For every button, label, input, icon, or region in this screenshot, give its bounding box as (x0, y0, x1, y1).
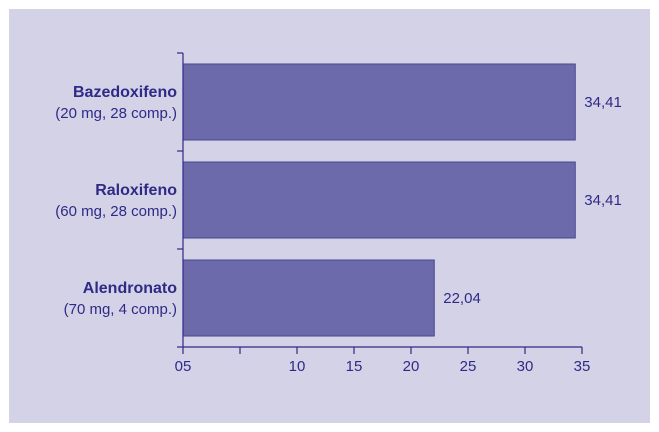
bar-bazedoxifeno (182, 63, 576, 141)
x-tick-label: 20 (403, 358, 420, 375)
chart-panel: 34,41 Bazedoxifeno (20 mg, 28 comp.) 34,41 R… (9, 9, 650, 423)
category-label: Raloxifeno (95, 182, 177, 199)
category-label: Alendronato (83, 280, 177, 297)
category-detail: (20 mg, 28 comp.) (55, 105, 177, 122)
value-label: 34,41 (584, 192, 622, 209)
bar-chart: 34,41 Bazedoxifeno (20 mg, 28 comp.) 34,41 R… (55, 52, 622, 375)
x-tick-label: 30 (517, 358, 534, 375)
x-tick-label: 15 (346, 358, 363, 375)
category-label: Bazedoxifeno (73, 84, 177, 101)
bar-alendronato (182, 259, 435, 337)
x-tick-label: 05 (175, 358, 192, 375)
labels-layer: 34,41 Bazedoxifeno (20 mg, 28 comp.) 34,41 R… (55, 84, 622, 375)
value-label: 34,41 (584, 94, 622, 111)
x-tick-label: 25 (460, 358, 477, 375)
value-label: 22,04 (443, 290, 481, 307)
bar-raloxifeno (182, 161, 576, 239)
x-tick-label: 10 (289, 358, 306, 375)
category-detail: (60 mg, 28 comp.) (55, 203, 177, 220)
category-detail: (70 mg, 4 comp.) (64, 301, 177, 318)
x-tick-label: 35 (574, 358, 591, 375)
bars-layer (182, 63, 576, 337)
axes-layer (177, 52, 583, 354)
